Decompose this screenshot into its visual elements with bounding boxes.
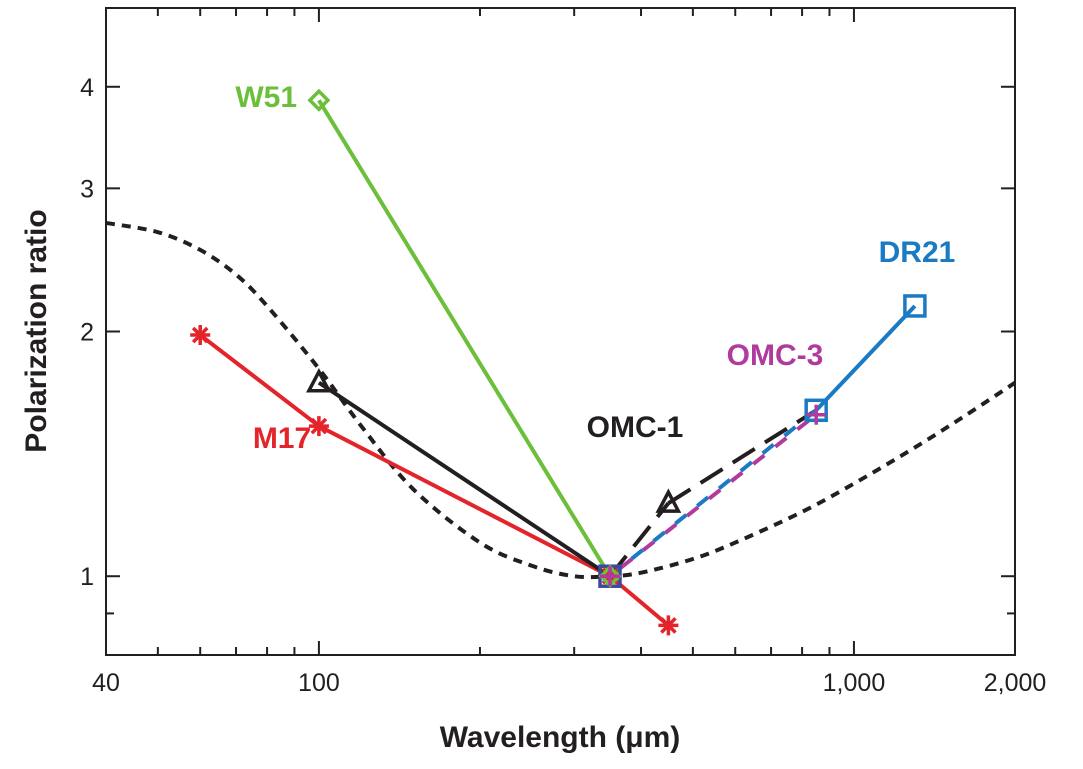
y-tick-label: 2 <box>80 319 94 347</box>
omc1-marker <box>306 367 332 393</box>
x-axis-title: Wavelength (μm) <box>440 721 681 754</box>
x-tick-label: 1,000 <box>823 669 886 697</box>
omc3-marker <box>600 566 621 587</box>
dr21-marker <box>903 294 927 318</box>
m17-marker <box>658 615 679 636</box>
model-curve-layer <box>105 220 1017 580</box>
dr21-label: DR21 <box>879 236 956 269</box>
m17-line-segment <box>198 333 321 428</box>
series-markers-layer <box>190 88 927 636</box>
omc1-marker <box>655 488 682 513</box>
w51-line-segment <box>317 99 612 578</box>
x-tick-label: 2,000 <box>984 669 1047 697</box>
m17-marker <box>190 325 211 346</box>
y-tick-label: 1 <box>80 563 94 591</box>
x-tick-label: 40 <box>92 669 120 697</box>
y-axis-title: Polarization ratio <box>20 209 53 452</box>
omc3-label: OMC-3 <box>727 339 824 372</box>
omc3-line-segment <box>608 413 818 578</box>
x-tick-label: 100 <box>298 669 340 697</box>
m17-label: M17 <box>253 422 311 455</box>
series-lines-layer <box>198 99 917 627</box>
omc3-marker <box>806 404 827 425</box>
omc1-label: OMC-1 <box>587 411 684 444</box>
w51-label: W51 <box>235 81 297 114</box>
model-curve <box>105 220 1017 580</box>
m17-line-segment <box>317 424 611 578</box>
series-labels-layer: W51 M17 OMC-1 OMC-3 DR21 <box>235 81 955 455</box>
omc1-line-segment <box>317 381 612 578</box>
omc1-line-segment <box>667 408 818 505</box>
y-tick-label: 4 <box>80 74 94 102</box>
dr21-line-segment <box>814 304 917 412</box>
axes-layer: 40 100 1,000 2,000 1 2 3 4 <box>80 7 1047 697</box>
y-tick-label: 3 <box>80 175 94 203</box>
omc1-line-segment <box>608 501 670 578</box>
w51-marker <box>307 88 331 112</box>
m17-marker <box>308 416 329 437</box>
